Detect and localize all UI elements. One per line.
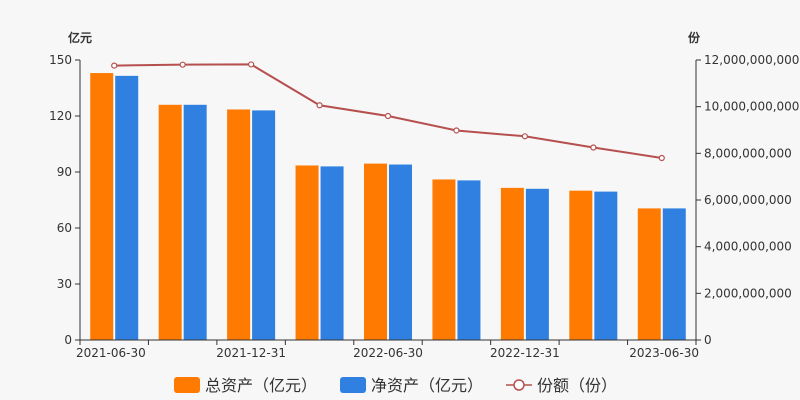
left-tick-label: 0: [64, 333, 72, 347]
legend-marker-shares: [513, 379, 525, 391]
net-assets-bar: [662, 208, 686, 340]
total-assets-bar: [432, 179, 456, 340]
total-assets-bar: [90, 73, 114, 341]
net-assets-bar: [252, 110, 276, 341]
left-tick-label: 60: [57, 221, 72, 235]
x-tick-label: 2022-06-30: [353, 346, 423, 360]
right-tick-label: 8,000,000,000: [704, 146, 792, 160]
net-assets-bar: [594, 191, 618, 340]
shares-point: [316, 102, 323, 109]
net-assets-bar: [115, 75, 139, 340]
shares-point: [658, 154, 665, 162]
axes-group: 0 30 60 90 120 150 0 2,000,000,000 4,000,000,000…: [49, 53, 799, 360]
net-assets-bar: [320, 166, 344, 340]
total-assets-bar: [295, 165, 319, 340]
net-assets-bar: [457, 180, 481, 340]
shares-point: [590, 144, 597, 151]
left-axis-unit: 亿元: [68, 30, 92, 45]
x-tick-label: 2022-12-31: [490, 346, 560, 360]
net-assets-bar: [183, 104, 207, 340]
total-assets-bar: [569, 190, 593, 340]
total-assets-bar: [158, 104, 182, 340]
legend: 总资产（亿元） 净资产（亿元） 份额（份）: [174, 376, 617, 395]
right-axis-unit: 份: [688, 30, 701, 45]
legend-swatch-net-assets: [340, 377, 366, 393]
x-tick-label: 2021-06-30: [76, 346, 146, 360]
x-tick-label: 2021-12-31: [216, 346, 286, 360]
shares-point: [453, 127, 460, 134]
legend-label-shares: 份额（份）: [537, 376, 617, 395]
total-assets-bar: [637, 208, 661, 340]
left-tick-label: 90: [57, 165, 72, 179]
total-assets-bar: [227, 109, 251, 340]
right-tick-label: 12,000,000,000: [704, 53, 799, 67]
left-tick-label: 30: [57, 277, 72, 291]
shares-point: [384, 112, 392, 120]
right-tick-label: 4,000,000,000: [704, 240, 792, 254]
shares-point: [521, 133, 528, 140]
left-tick-label: 120: [49, 109, 72, 123]
legend-swatch-total-assets: [174, 377, 200, 393]
bars-group: [90, 73, 686, 341]
right-tick-label: 0: [704, 333, 712, 347]
x-tick-label: 2023-06-30: [629, 346, 699, 360]
right-tick-label: 6,000,000,000: [704, 193, 792, 207]
right-tick-label: 2,000,000,000: [704, 286, 792, 300]
right-tick-label: 10,000,000,000: [704, 100, 799, 114]
total-assets-bar: [500, 187, 524, 340]
total-assets-bar: [364, 163, 387, 340]
shares-point: [179, 61, 186, 68]
net-assets-bar: [389, 164, 412, 340]
net-assets-bar: [525, 188, 549, 340]
shares-point: [111, 62, 118, 69]
legend-label-net-assets: 净资产（亿元）: [371, 376, 483, 395]
legend-label-total-assets: 总资产（亿元）: [205, 376, 317, 395]
shares-point: [248, 61, 255, 68]
line-group: [111, 61, 665, 162]
left-tick-label: 150: [49, 53, 72, 67]
